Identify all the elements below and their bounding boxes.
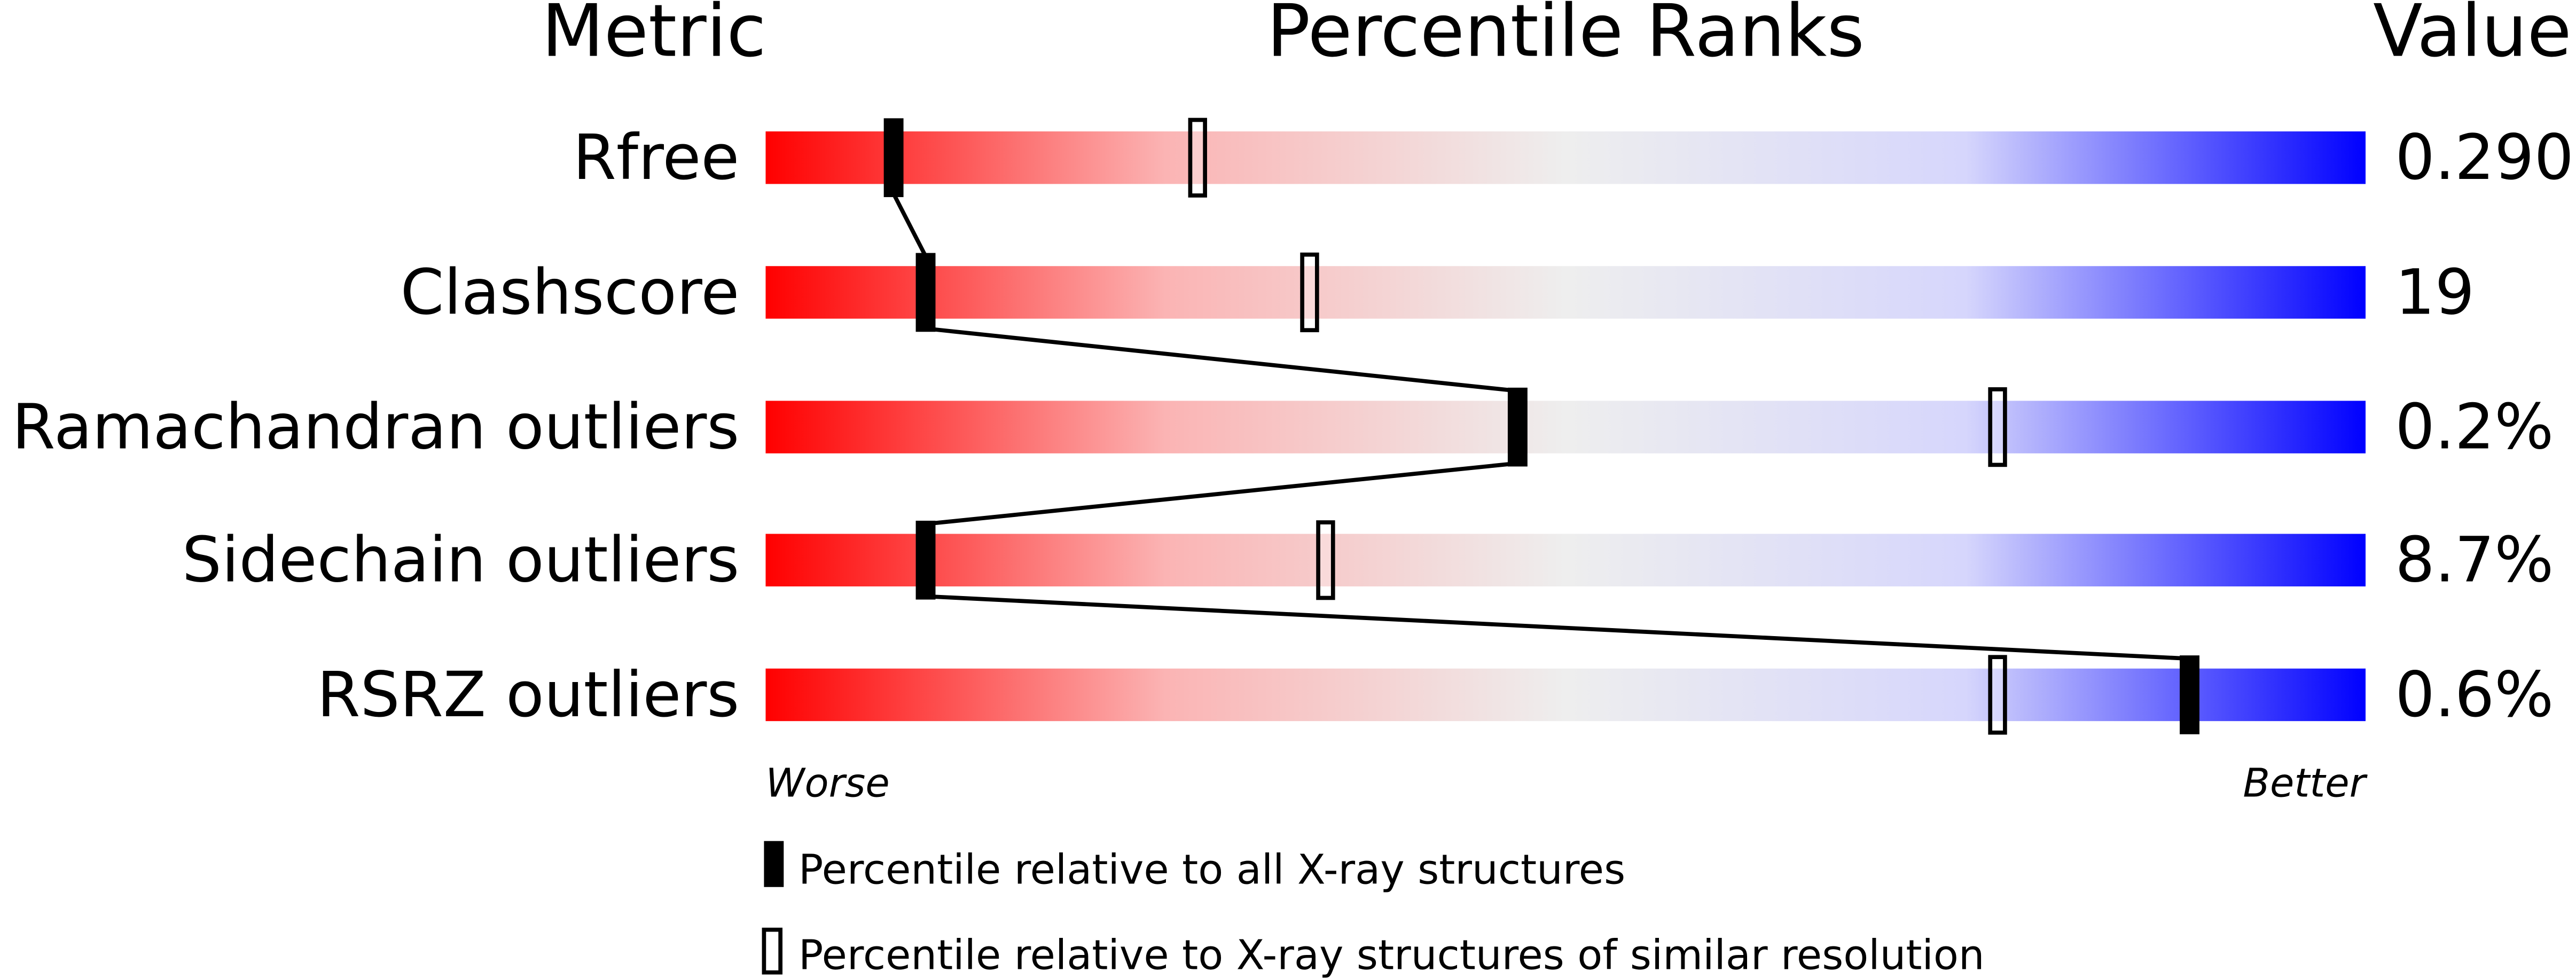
marker-similar-resolution <box>1988 655 2007 735</box>
legend-open-marker-icon <box>762 927 783 975</box>
connector-line <box>925 326 1518 393</box>
marker-all-structures <box>915 520 936 600</box>
connector-line <box>891 193 928 257</box>
connector-line <box>925 461 1518 526</box>
connector-line <box>925 594 2190 661</box>
metric-value: 19 <box>2395 256 2475 328</box>
legend-filled-marker-icon <box>764 841 784 887</box>
header-percentile-ranks: Percentile Ranks <box>1267 0 1865 73</box>
percentile-bar <box>765 668 2366 722</box>
legend-similar: Percentile relative to X-ray structures … <box>798 932 1985 979</box>
metric-value: 8.7% <box>2395 524 2554 597</box>
metric-label: Clashscore <box>401 256 740 328</box>
metric-label: Ramachandran outliers <box>12 391 739 464</box>
header-metric: Metric <box>542 0 766 73</box>
percentile-bar <box>765 131 2366 184</box>
metric-label: Sidechain outliers <box>182 524 739 597</box>
worse-label: Worse <box>765 761 889 806</box>
metric-label: RSRZ outliers <box>317 659 739 731</box>
marker-all-structures <box>2180 655 2199 734</box>
marker-similar-resolution <box>1300 252 1319 333</box>
header-value: Value <box>2373 0 2572 73</box>
better-label: Better <box>2243 761 2368 806</box>
marker-similar-resolution <box>1988 387 2007 467</box>
metric-value: 0.2% <box>2395 391 2554 464</box>
metric-value: 0.290 <box>2395 121 2574 194</box>
marker-all-structures <box>915 253 936 332</box>
legend-all: Percentile relative to all X-ray structu… <box>798 847 1625 894</box>
marker-all-structures <box>1507 387 1528 467</box>
marker-similar-resolution <box>1316 520 1335 600</box>
marker-all-structures <box>883 118 904 198</box>
percentile-bar <box>765 534 2366 586</box>
metric-value: 0.6% <box>2395 659 2554 731</box>
percentile-bar <box>765 401 2366 453</box>
marker-similar-resolution <box>1188 118 1207 198</box>
metric-label: Rfree <box>573 121 740 194</box>
percentile-bar <box>765 266 2366 319</box>
